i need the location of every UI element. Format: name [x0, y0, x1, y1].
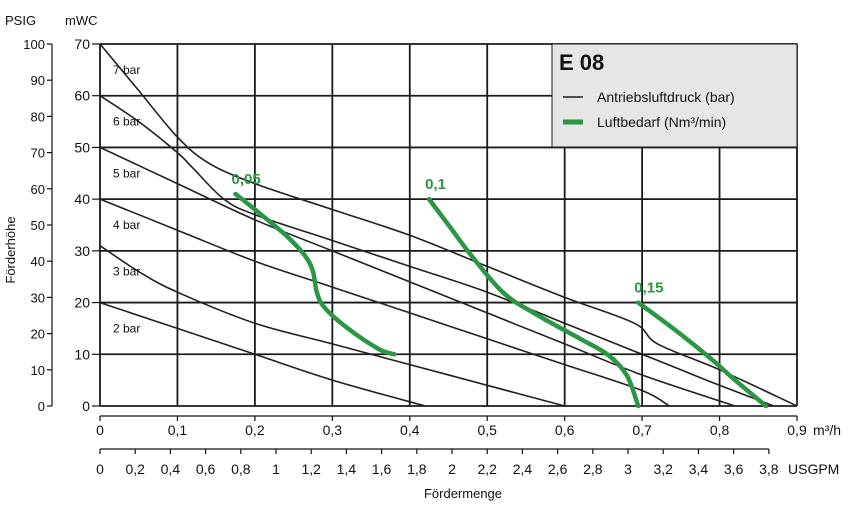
- usgpm-tick-label: 3,4: [689, 461, 709, 477]
- usgpm-tick-label: 3: [624, 461, 632, 477]
- m3h-tick-label: 0,8: [710, 422, 730, 438]
- usgpm-tick-label: 0,8: [231, 461, 251, 477]
- usgpm-tick-label: 1,4: [337, 461, 357, 477]
- m3h-tick-label: 0,9: [787, 422, 807, 438]
- psig-tick-label: 70: [31, 146, 45, 161]
- mwc-tick-label: 30: [74, 243, 90, 259]
- m3h-tick-label: 0,3: [323, 422, 343, 438]
- y-axis-title: Förderhöhe: [3, 216, 18, 283]
- pressure-curve-label: 7 bar: [113, 63, 140, 77]
- pressure-curve: [99, 198, 670, 407]
- usgpm-tick-label: 2,4: [513, 461, 533, 477]
- pressure-curves: [99, 43, 798, 407]
- usgpm-tick-label: 1: [272, 461, 280, 477]
- legend-label-pressure: Antriebsluftdruck (bar): [597, 89, 735, 105]
- usgpm-tick-label: 3,8: [759, 461, 779, 477]
- mwc-axis-label: mWC: [65, 13, 98, 28]
- psig-tick-label: 90: [31, 73, 45, 88]
- usgpm-tick-label: 0,6: [196, 461, 216, 477]
- psig-tick-label: 60: [31, 182, 45, 197]
- x-axis-title: Fördermenge: [424, 486, 502, 501]
- m3h-tick-label: 0,5: [477, 422, 497, 438]
- air-consumption-curve: [233, 191, 397, 357]
- usgpm-tick-label: 1,6: [372, 461, 392, 477]
- usgpm-tick-label: 1,2: [301, 461, 321, 477]
- m3h-axis-label: m³/h: [813, 422, 841, 438]
- pressure-curve: [99, 43, 798, 407]
- m3h-tick-label: 0,7: [632, 422, 652, 438]
- psig-axis-label: PSIG: [5, 13, 36, 28]
- pressure-curve: [99, 301, 426, 407]
- mwc-tick-label: 70: [74, 36, 90, 52]
- legend-label-air: Luftbedarf (Nm³/min): [597, 114, 726, 130]
- chart-title: E 08: [559, 50, 604, 75]
- psig-tick-label: 10: [31, 363, 45, 378]
- psig-tick-label: 100: [23, 37, 45, 52]
- mwc-tick-label: 0: [82, 398, 90, 414]
- usgpm-tick-label: 2,2: [477, 461, 497, 477]
- usgpm-tick-label: 0,4: [161, 461, 181, 477]
- usgpm-tick-label: 2: [448, 461, 456, 477]
- m3h-tick-label: 0,4: [400, 422, 420, 438]
- usgpm-tick-label: 0,2: [125, 461, 145, 477]
- pressure-curve: [99, 95, 775, 407]
- pressure-curve: [99, 245, 565, 407]
- m3h-tick-label: 0,6: [555, 422, 575, 438]
- psig-tick-label: 0: [38, 399, 45, 414]
- m3h-tick-label: 0: [96, 422, 104, 438]
- legend-background: [551, 43, 798, 148]
- mwc-tick-label: 20: [74, 295, 90, 311]
- mwc-tick-label: 40: [74, 191, 90, 207]
- mwc-tick-label: 60: [74, 88, 90, 104]
- air-consumption-label: 0,05: [232, 171, 261, 188]
- pressure-curve-label: 4 bar: [113, 218, 140, 232]
- air-consumption-curves: [233, 191, 769, 409]
- usgpm-tick-label: 2,6: [548, 461, 568, 477]
- usgpm-axis-label: USGPM: [788, 461, 839, 477]
- air-consumption-label: 0,15: [634, 280, 663, 297]
- usgpm-tick-label: 0: [96, 461, 104, 477]
- pressure-curve-label: 6 bar: [113, 115, 140, 129]
- mwc-tick-label: 50: [74, 139, 90, 155]
- pressure-curve-label: 5 bar: [113, 166, 140, 180]
- psig-tick-label: 80: [31, 109, 45, 124]
- psig-tick-label: 40: [31, 254, 45, 269]
- usgpm-tick-label: 1,8: [407, 461, 427, 477]
- usgpm-tick-label: 3,2: [653, 461, 673, 477]
- usgpm-tick-label: 2,8: [583, 461, 603, 477]
- air-consumption-curve: [426, 196, 641, 409]
- m3h-tick-label: 0,2: [245, 422, 265, 438]
- psig-tick-label: 20: [31, 327, 45, 342]
- pressure-curve-label: 2 bar: [113, 321, 140, 335]
- air-consumption-label: 0,1: [425, 176, 446, 193]
- pressure-curve-label: 3 bar: [113, 265, 140, 279]
- usgpm-tick-label: 3,6: [724, 461, 744, 477]
- legend: E 08 Antriebsluftdruck (bar) Luftbedarf …: [551, 43, 798, 148]
- curve-labels: 7 bar 6 bar 5 bar 4 bar 3 bar 2 bar 0,05 0,1 0,1…: [113, 63, 663, 336]
- mwc-tick-label: 10: [74, 346, 90, 362]
- axes: 010203040506070mWC0102030405060708090100…: [3, 13, 841, 501]
- psig-tick-label: 30: [31, 290, 45, 305]
- psig-tick-label: 50: [31, 218, 45, 233]
- air-consumption-curve: [635, 300, 769, 409]
- m3h-tick-label: 0,1: [168, 422, 188, 438]
